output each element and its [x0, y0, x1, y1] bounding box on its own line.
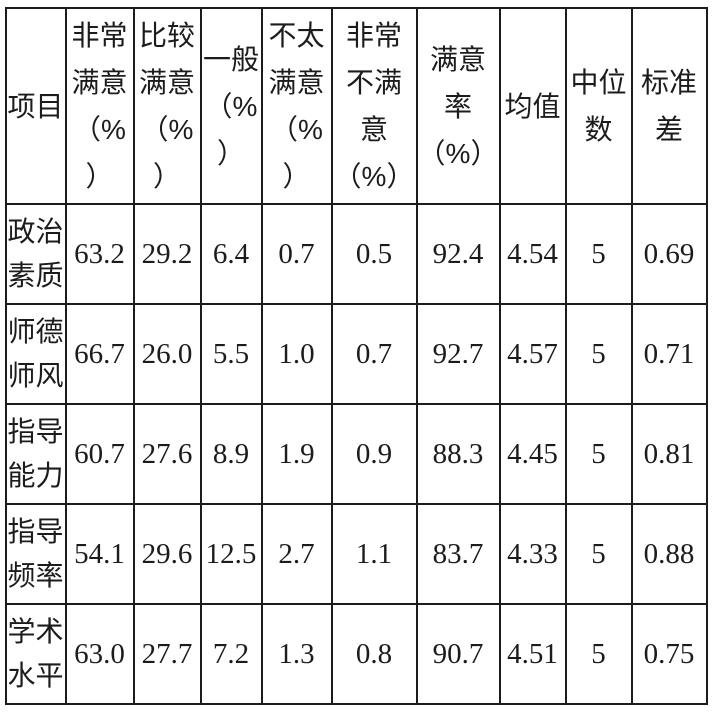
- row-label-guidance-ability: 指导 能力: [4, 403, 67, 505]
- table-cell: 5: [564, 603, 633, 705]
- table-cell: 5: [564, 403, 633, 505]
- table-row-political-quality: 政治 素质 63.2 29.2 6.4 0.7 0.5 92.4 4.54 5 …: [4, 203, 708, 305]
- table-cell: 4.57: [498, 303, 567, 405]
- row-label-academic-level: 学术 水平: [4, 603, 67, 705]
- table-row-teacher-ethics: 师德 师风 66.7 26.0 5.5 1.0 0.7 92.7 4.57 5 …: [4, 303, 708, 405]
- header-col-median: 中位 数: [564, 7, 633, 205]
- table-cell: 1.3: [260, 603, 333, 705]
- table-cell: 5: [564, 503, 633, 605]
- satisfaction-statistics-table: 项目 非常 满意 （% ） 比较 满意 （% ） 一般 （% ） 不太 满意 （…: [4, 7, 708, 705]
- table-cell: 63.0: [64, 603, 135, 705]
- table-cell: 4.51: [498, 603, 567, 705]
- table-cell: 66.7: [64, 303, 135, 405]
- table-cell: 0.88: [630, 503, 708, 605]
- row-label-teacher-ethics: 师德 师风: [4, 303, 67, 405]
- table-cell: 4.54: [498, 203, 567, 305]
- table-cell: 60.7: [64, 403, 135, 505]
- table-cell: 0.5: [330, 203, 418, 305]
- header-row: 项目 非常 满意 （% ） 比较 满意 （% ） 一般 （% ） 不太 满意 （…: [4, 7, 708, 205]
- header-col-satisfaction-rate: 满意 率 （%）: [415, 7, 501, 205]
- table-cell: 7.2: [199, 603, 263, 705]
- table-cell: 1.1: [330, 503, 418, 605]
- table-cell: 92.7: [415, 303, 501, 405]
- table-cell: 92.4: [415, 203, 501, 305]
- table-cell: 54.1: [64, 503, 135, 605]
- table-cell: 0.9: [330, 403, 418, 505]
- table-cell: 29.6: [132, 503, 202, 605]
- table-cell: 83.7: [415, 503, 501, 605]
- header-col-very-satisfied: 非常 满意 （% ）: [64, 7, 135, 205]
- table-cell: 4.33: [498, 503, 567, 605]
- header-col-std-dev: 标准 差: [630, 7, 708, 205]
- table-cell: 12.5: [199, 503, 263, 605]
- table-cell: 0.69: [630, 203, 708, 305]
- table-cell: 88.3: [415, 403, 501, 505]
- row-label-guidance-frequency: 指导 频率: [4, 503, 67, 605]
- header-col-less-satisfied: 不太 满意 （% ）: [260, 7, 333, 205]
- table-cell: 1.9: [260, 403, 333, 505]
- header-col-average: 一般 （% ）: [199, 7, 263, 205]
- header-col-very-dissatisfied: 非常 不满 意 （%）: [330, 7, 418, 205]
- table-cell: 5: [564, 203, 633, 305]
- table-cell: 4.45: [498, 403, 567, 505]
- table-cell: 27.7: [132, 603, 202, 705]
- table-row-guidance-frequency: 指导 频率 54.1 29.6 12.5 2.7 1.1 83.7 4.33 5…: [4, 503, 708, 605]
- table-cell: 90.7: [415, 603, 501, 705]
- table-cell: 6.4: [199, 203, 263, 305]
- table-cell: 0.8: [330, 603, 418, 705]
- table-row-academic-level: 学术 水平 63.0 27.7 7.2 1.3 0.8 90.7 4.51 5 …: [4, 603, 708, 705]
- table-cell: 0.75: [630, 603, 708, 705]
- table-cell: 1.0: [260, 303, 333, 405]
- table-cell: 5: [564, 303, 633, 405]
- table-cell: 29.2: [132, 203, 202, 305]
- table-cell: 26.0: [132, 303, 202, 405]
- table-cell: 63.2: [64, 203, 135, 305]
- header-col-fairly-satisfied: 比较 满意 （% ）: [132, 7, 202, 205]
- table-cell: 8.9: [199, 403, 263, 505]
- table-cell: 2.7: [260, 503, 333, 605]
- table-cell: 0.81: [630, 403, 708, 505]
- header-col-mean: 均值: [498, 7, 567, 205]
- table-cell: 0.7: [330, 303, 418, 405]
- header-col-item: 项目: [4, 7, 67, 205]
- table-cell: 0.7: [260, 203, 333, 305]
- table-cell: 0.71: [630, 303, 708, 405]
- table-cell: 5.5: [199, 303, 263, 405]
- table-cell: 27.6: [132, 403, 202, 505]
- row-label-political-quality: 政治 素质: [4, 203, 67, 305]
- table-row-guidance-ability: 指导 能力 60.7 27.6 8.9 1.9 0.9 88.3 4.45 5 …: [4, 403, 708, 505]
